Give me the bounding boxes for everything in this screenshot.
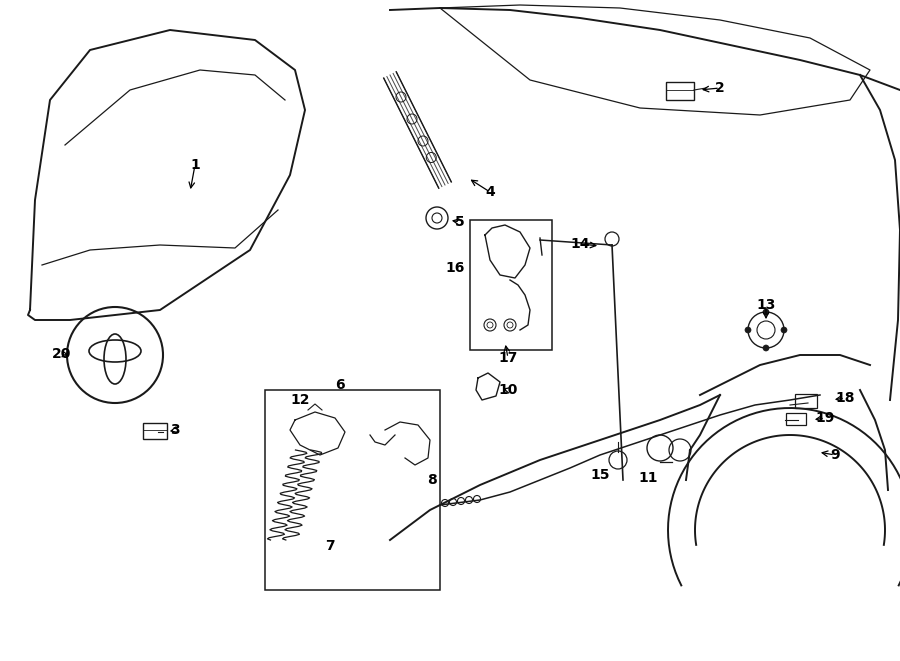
Bar: [666, 82, 694, 100]
Circle shape: [745, 327, 751, 333]
Bar: [143, 423, 167, 439]
Text: 7: 7: [325, 539, 335, 553]
Text: 1: 1: [190, 158, 200, 172]
Text: 20: 20: [52, 347, 72, 361]
Text: 3: 3: [170, 423, 180, 437]
Text: 6: 6: [335, 378, 345, 392]
Text: 13: 13: [756, 298, 776, 312]
Text: 16: 16: [446, 261, 464, 275]
Text: 14: 14: [571, 237, 590, 251]
Text: 17: 17: [499, 351, 517, 365]
Circle shape: [763, 309, 769, 315]
Text: 12: 12: [290, 393, 310, 407]
Text: 4: 4: [485, 185, 495, 199]
Circle shape: [763, 345, 769, 351]
Text: 8: 8: [428, 473, 436, 487]
Bar: [470, 220, 552, 350]
Text: 18: 18: [835, 391, 855, 405]
Text: 5: 5: [455, 215, 465, 229]
Bar: [786, 413, 806, 425]
Circle shape: [781, 327, 787, 333]
Text: 19: 19: [815, 411, 834, 425]
Text: 15: 15: [590, 468, 610, 482]
Bar: [795, 394, 817, 408]
Text: 11: 11: [638, 471, 658, 485]
Text: 10: 10: [499, 383, 517, 397]
Text: 9: 9: [830, 448, 840, 462]
Text: 2: 2: [716, 81, 724, 95]
Bar: [265, 390, 440, 590]
